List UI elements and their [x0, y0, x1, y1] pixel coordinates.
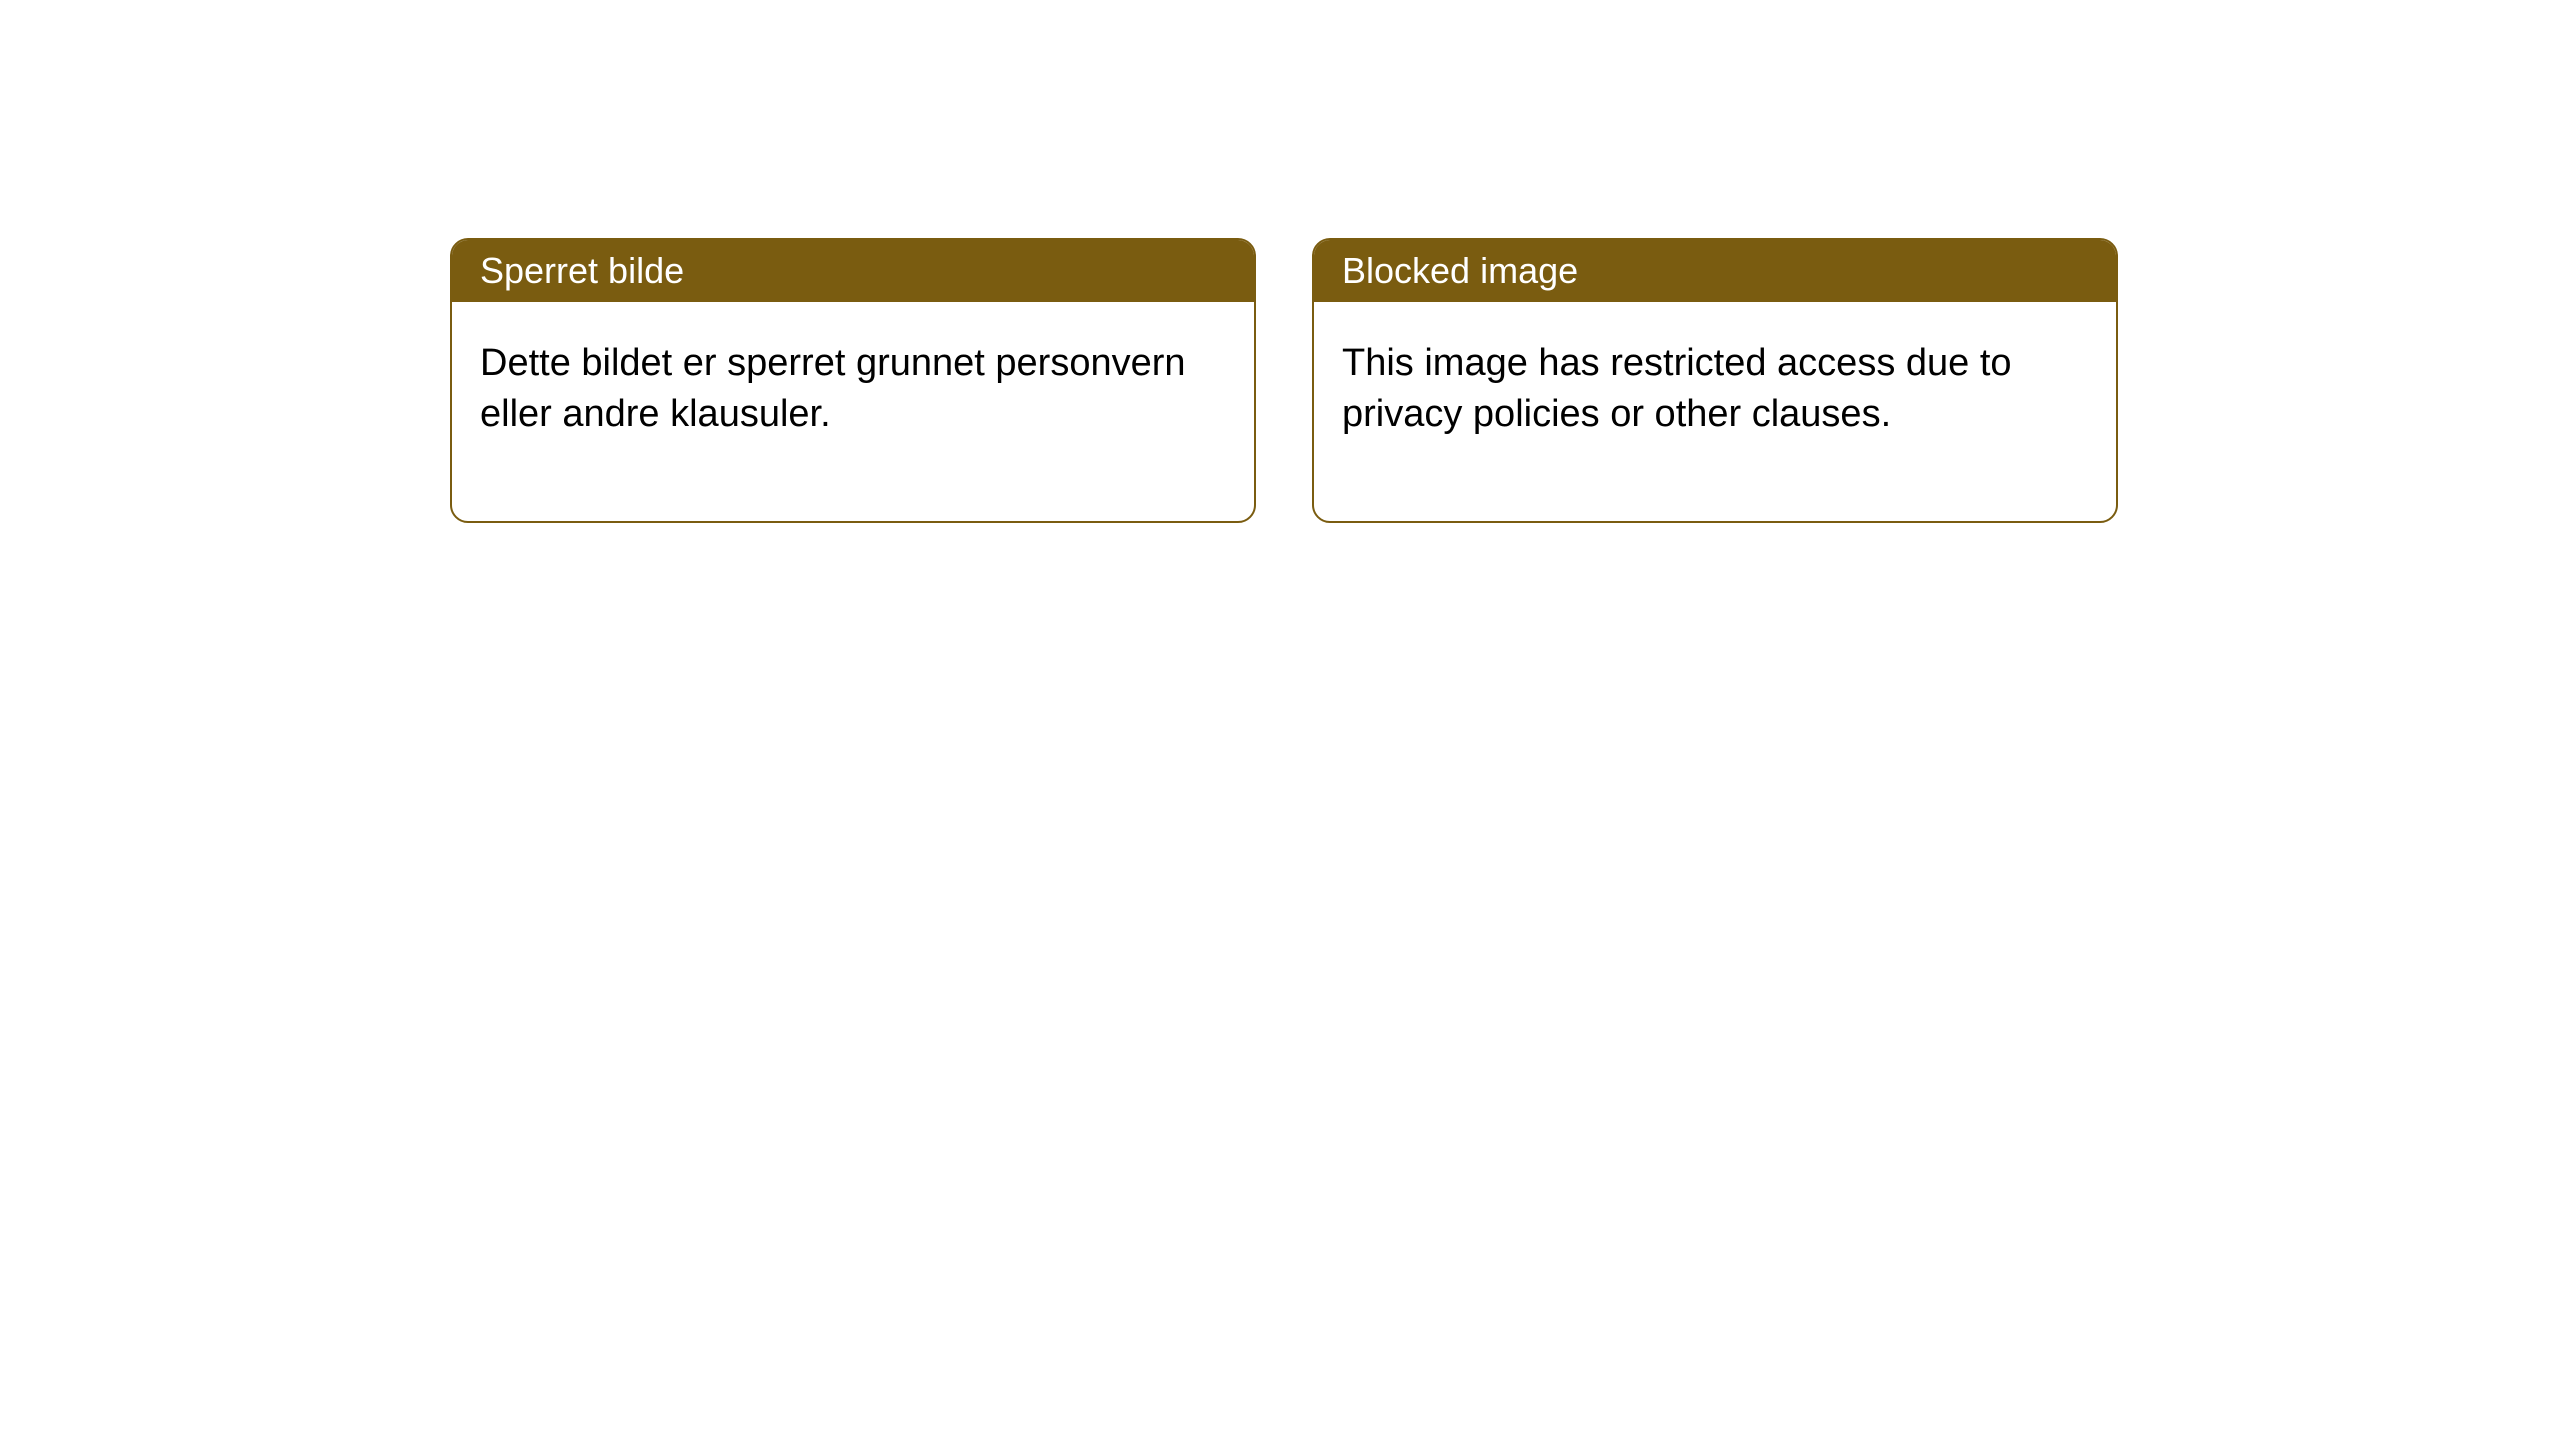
card-body-text: Dette bildet er sperret grunnet personve… [480, 342, 1186, 435]
card-body: This image has restricted access due to … [1314, 302, 2116, 521]
card-title: Sperret bilde [480, 250, 684, 291]
card-body-text: This image has restricted access due to … [1342, 342, 2012, 435]
card-body: Dette bildet er sperret grunnet personve… [452, 302, 1254, 521]
notice-card-norwegian: Sperret bilde Dette bildet er sperret gr… [450, 238, 1256, 523]
notice-card-english: Blocked image This image has restricted … [1312, 238, 2118, 523]
notice-container: Sperret bilde Dette bildet er sperret gr… [0, 0, 2560, 523]
card-header: Blocked image [1314, 240, 2116, 302]
card-header: Sperret bilde [452, 240, 1254, 302]
card-title: Blocked image [1342, 250, 1578, 291]
